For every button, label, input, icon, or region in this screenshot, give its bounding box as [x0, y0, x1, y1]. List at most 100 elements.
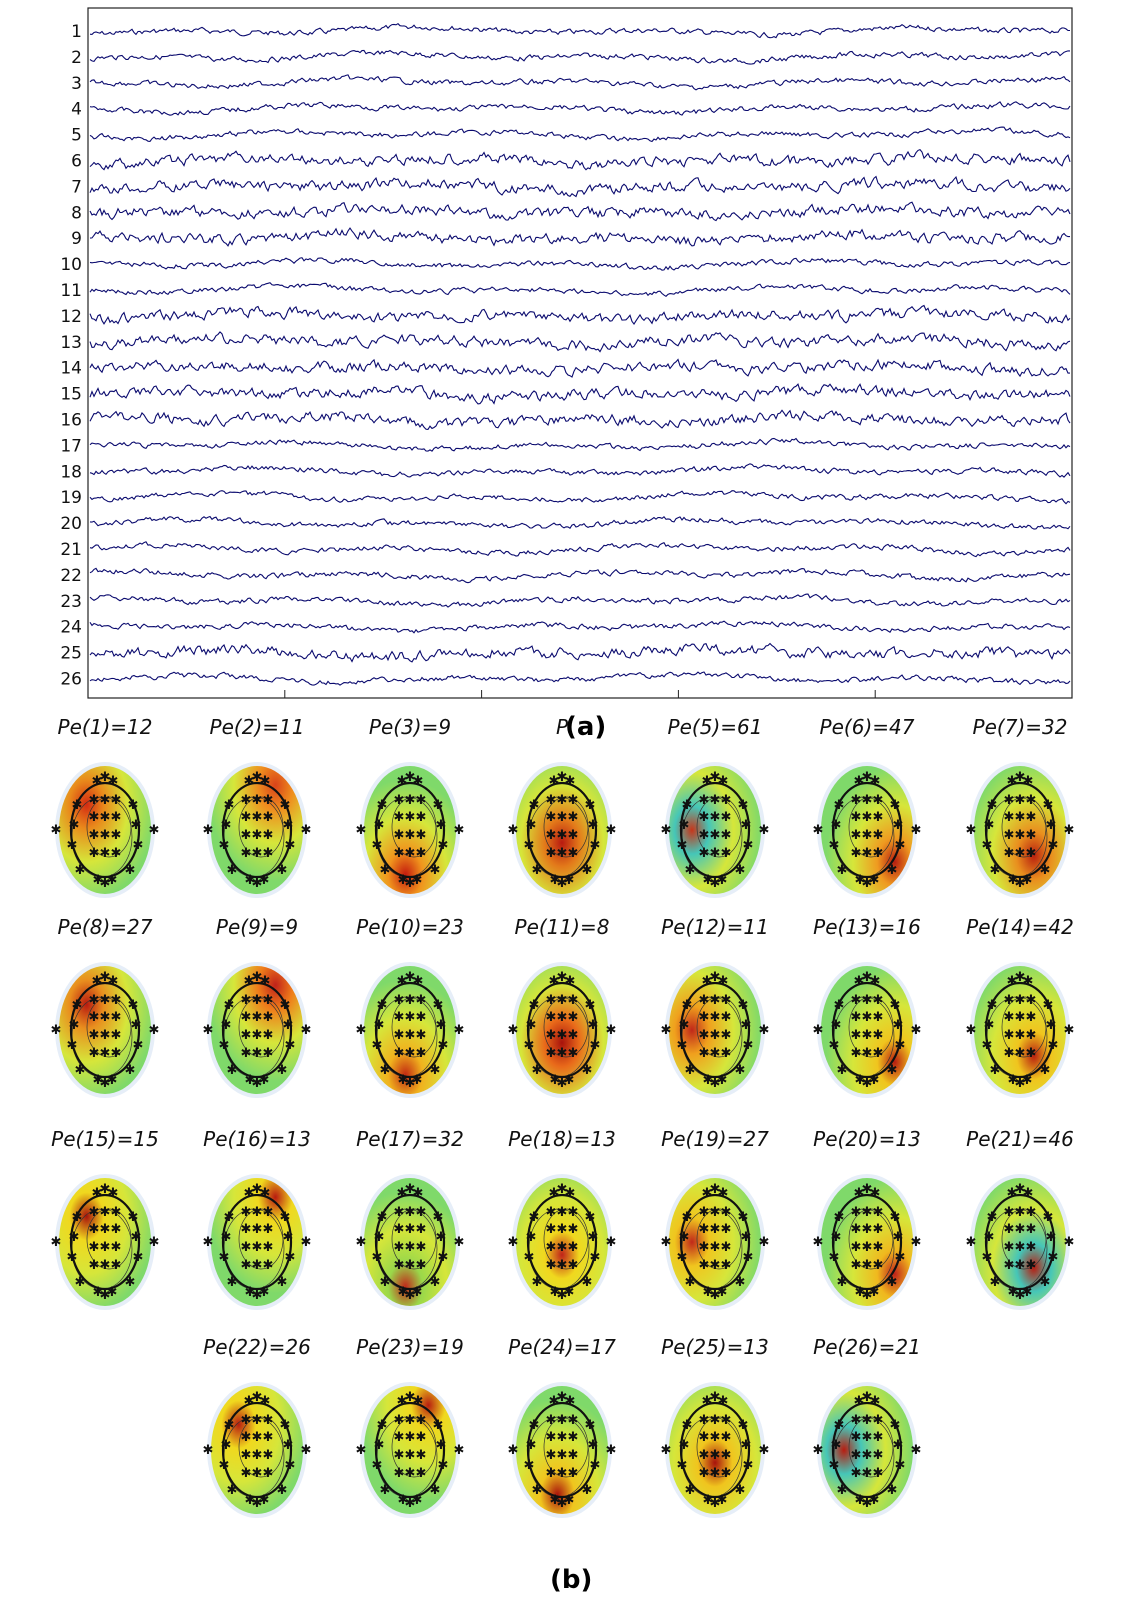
electrode-marker: ✱	[557, 793, 568, 808]
electrode-marker: ✱	[855, 1073, 866, 1088]
topomap-head-outline	[221, 1193, 293, 1291]
electrode-marker: ✱	[394, 1448, 405, 1463]
electrode-marker: ✱	[372, 1250, 383, 1265]
electrode-marker: ✱	[252, 1430, 263, 1445]
topomap-cell: Pe(3)=9 ✱ ✱ ✱ ✱ ✱ ✱ ✱ ✱ ✱ ✱ ✱ ✱ ✱ ✱ ✱ ✱ ✱ ✱ ✱ ✱ ✱ ✱ ✱ ✱ ✱ ✱ ✱ ✱	[335, 715, 485, 930]
electrode-marker: ✱	[721, 1046, 732, 1061]
electrode-marker: ✱	[416, 1413, 427, 1428]
electrode-marker: ✱	[990, 863, 1001, 878]
electrode-marker: ✱	[862, 846, 873, 861]
electrode-marker: ✱	[89, 1240, 100, 1255]
eeg-channel-trace	[89, 490, 1071, 505]
electrode-marker: ✱	[224, 798, 235, 813]
electrode-marker: ✱	[100, 828, 111, 843]
electrode-marker: ✱	[131, 1230, 142, 1245]
electrode-marker: ✱	[862, 1076, 873, 1091]
electrode-marker: ✱	[966, 823, 977, 838]
topomap-head: ✱✱ ✱✱ ✱ ✱✱ ✱ ✱✱ ✱ ✱✱ ✱ ✱✱ ✱✱ ✱✱ ✱✱ ✱✱✱✱✱ ✱	[203, 1174, 311, 1310]
electrode-marker: ✱	[893, 1438, 904, 1453]
topomap-head-outline	[221, 1401, 293, 1499]
topomap-label: Pe(14)=42	[966, 915, 1074, 939]
electrode-marker: ✱	[966, 1023, 977, 1038]
electrode-marker: ✱	[585, 998, 596, 1013]
electrode-marker: ✱	[557, 993, 568, 1008]
electrode-marker: ✱	[285, 1250, 296, 1265]
electrode-marker: ✱	[75, 1063, 86, 1078]
electrode-marker: ✱	[855, 873, 866, 888]
electrode-marker: ✱	[100, 1222, 111, 1237]
electrode-marker: ✱	[982, 1250, 993, 1265]
electrode-marker: ✱	[721, 1466, 732, 1481]
topomap-head-outline	[69, 781, 141, 879]
electrode-marker: ✱	[244, 1394, 255, 1409]
electrode-marker: ✱	[585, 1210, 596, 1225]
electrode-marker: ✱	[590, 1458, 601, 1473]
electrode-marker: ✱	[413, 1186, 424, 1201]
electrode-marker: ✱	[702, 974, 713, 989]
electrode-marker: ✱	[565, 974, 576, 989]
electrode-marker: ✱	[1015, 1010, 1026, 1025]
electrode-marker: ✱	[699, 846, 710, 861]
electrode-marker: ✱	[252, 1046, 263, 1061]
topomap-scalp	[59, 1178, 151, 1306]
electrode-marker: ✱	[549, 1186, 560, 1201]
electrode-marker: ✱	[568, 810, 579, 825]
electrode-marker: ✱	[285, 1038, 296, 1053]
electrode-marker: ✱	[245, 1493, 256, 1508]
topomap-head: ✱✱ ✱✱ ✱ ✱✱ ✱ ✱✱ ✱ ✱✱ ✱ ✱✱ ✱✱ ✱✱ ✱✱ ✱✱✱✱✱ ✱	[661, 1382, 769, 1518]
topomap-cell: Pe(24)=17 ✱ ✱ ✱ ✱ ✱ ✱ ✱ ✱ ✱ ✱ ✱ ✱ ✱ ✱ ✱ ✱ ✱ ✱ ✱ ✱ ✱ ✱ ✱ ✱ ✱ ✱ ✱ ✱	[487, 1335, 637, 1550]
electrode-marker: ✱	[741, 1018, 752, 1033]
electrode-marker: ✱	[241, 1258, 252, 1273]
electrode-marker: ✱	[93, 873, 104, 888]
topomap-cell: Pe(17)=32 ✱ ✱ ✱ ✱ ✱ ✱ ✱ ✱ ✱ ✱ ✱ ✱ ✱ ✱ ✱ ✱ ✱ ✱ ✱ ✱ ✱ ✱ ✱ ✱ ✱ ✱ ✱ ✱	[335, 1127, 485, 1342]
electrode-marker: ✱	[710, 1496, 721, 1511]
electrode-marker: ✱	[416, 993, 427, 1008]
topomap-scalp	[974, 766, 1066, 894]
electrode-marker: ✱	[394, 993, 405, 1008]
electrode-marker: ✱	[374, 1018, 385, 1033]
electrode-marker: ✱	[1008, 1285, 1019, 1300]
electrode-marker: ✱	[263, 1205, 274, 1220]
electrode-marker: ✱	[405, 1496, 416, 1511]
electrode-marker: ✱	[100, 770, 111, 785]
electrode-marker: ✱	[679, 1438, 690, 1453]
electrode-marker: ✱	[1015, 1182, 1026, 1197]
electrode-marker: ✱	[203, 1235, 214, 1250]
electrode-marker: ✱	[606, 823, 617, 838]
electrode-marker: ✱	[1048, 838, 1059, 853]
electrode-marker: ✱	[252, 993, 263, 1008]
electrode-marker: ✱	[590, 1250, 601, 1265]
electrode-marker: ✱	[546, 1466, 557, 1481]
electrode-marker: ✱	[92, 974, 103, 989]
electrode-marker: ✱	[702, 1186, 713, 1201]
electrode-marker: ✱	[398, 873, 409, 888]
electrode-marker: ✱	[546, 1258, 557, 1273]
topomap-cell: Pe(15)=15 ✱ ✱ ✱ ✱ ✱ ✱ ✱ ✱ ✱ ✱ ✱ ✱ ✱ ✱ ✱ ✱ ✱ ✱ ✱ ✱ ✱ ✱ ✱ ✱ ✱ ✱ ✱ ✱	[30, 1127, 180, 1342]
electrode-marker: ✱	[524, 1250, 535, 1265]
electrode-marker: ✱	[862, 1258, 873, 1273]
electrode-marker: ✱	[717, 1493, 728, 1508]
electrode-marker: ✱	[851, 1205, 862, 1220]
electrode-marker: ✱	[252, 1222, 263, 1237]
electrode-marker: ✱	[557, 1430, 568, 1445]
electrode-marker: ✱	[285, 838, 296, 853]
electrode-marker: ✱	[721, 793, 732, 808]
electrode-marker: ✱	[549, 974, 560, 989]
electrode-marker: ✱	[405, 1466, 416, 1481]
electrode-marker: ✱	[677, 838, 688, 853]
electrode-marker: ✱	[259, 1493, 270, 1508]
electrode-marker: ✱	[252, 1010, 263, 1025]
topomap-cell: Pe(13)=16 ✱ ✱ ✱ ✱ ✱ ✱ ✱ ✱ ✱ ✱ ✱ ✱ ✱ ✱ ✱ ✱ ✱ ✱ ✱ ✱ ✱ ✱ ✱ ✱ ✱ ✱ ✱ ✱	[792, 915, 942, 1130]
electrode-marker: ✱	[416, 1240, 427, 1255]
electrode-marker: ✱	[374, 1230, 385, 1245]
electrode-marker: ✱	[433, 1210, 444, 1225]
electrode-marker: ✱	[699, 793, 710, 808]
channel-label: 14	[60, 359, 82, 379]
electrode-marker: ✱	[759, 1235, 770, 1250]
electrode-marker: ✱	[831, 818, 842, 833]
electrode-marker: ✱	[433, 1418, 444, 1433]
topomap-head-outline	[679, 781, 751, 879]
electrode-marker: ✱	[582, 1275, 593, 1290]
electrode-marker: ✱	[870, 1394, 881, 1409]
electrode-marker: ✱	[224, 1418, 235, 1433]
